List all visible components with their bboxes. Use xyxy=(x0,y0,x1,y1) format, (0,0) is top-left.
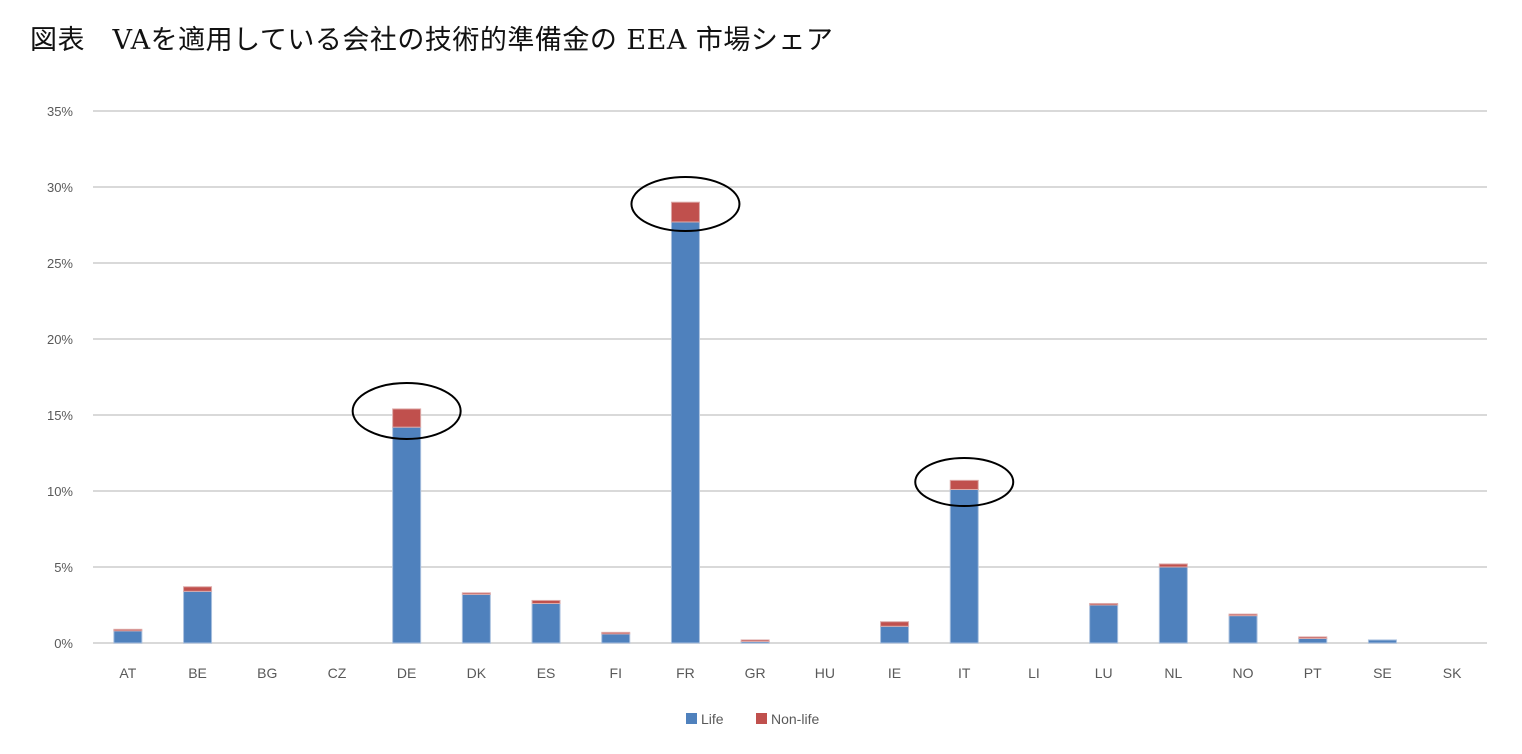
x-category-label: SE xyxy=(1373,665,1392,681)
x-category-label: GR xyxy=(745,665,766,681)
bar-nl-non-life xyxy=(1158,563,1188,568)
y-tick-label: 20% xyxy=(47,332,73,347)
x-category-label: SK xyxy=(1443,665,1462,681)
bar-no-non-life xyxy=(1228,613,1258,617)
y-tick-label: 25% xyxy=(47,256,73,271)
bar-es-life xyxy=(531,602,561,644)
bar-series xyxy=(113,201,1397,644)
bar-ie-life xyxy=(880,625,910,644)
annotation-ellipse-de xyxy=(351,382,462,440)
legend-life-label: Life xyxy=(701,711,724,727)
figure-title: 図表 VAを適用している会社の技術的準備金の EEA 市場シェア xyxy=(30,25,834,56)
x-category-label: IT xyxy=(958,665,971,681)
bar-be-non-life xyxy=(183,586,213,592)
x-category-label: NO xyxy=(1233,665,1254,681)
y-axis-ticks: 0% 5% 10% 15% 20% 25% 30% 35% xyxy=(47,104,73,651)
x-category-label: DK xyxy=(467,665,487,681)
bar-dk-non-life xyxy=(461,592,491,595)
legend-non-life-label: Non-life xyxy=(771,711,819,727)
x-category-label: FR xyxy=(676,665,695,681)
bar-es-non-life xyxy=(531,599,561,604)
legend-life-swatch xyxy=(686,713,697,724)
bar-de-non-life xyxy=(392,408,422,428)
x-category-label: HU xyxy=(815,665,835,681)
bar-dk-life xyxy=(461,593,491,644)
x-category-label: BE xyxy=(188,665,207,681)
bar-at-non-life xyxy=(113,628,143,632)
y-tick-label: 10% xyxy=(47,484,73,499)
y-tick-label: 15% xyxy=(47,408,73,423)
gridlines xyxy=(93,110,1487,644)
bar-fr-non-life xyxy=(670,201,700,223)
bar-fr-life xyxy=(670,221,700,644)
x-category-label: PT xyxy=(1304,665,1322,681)
y-tick-label: 35% xyxy=(47,104,73,119)
annotation-ellipse-it xyxy=(914,457,1015,507)
y-tick-label: 30% xyxy=(47,180,73,195)
x-category-label: DE xyxy=(397,665,416,681)
bar-pt-life xyxy=(1298,637,1328,644)
bar-it-life xyxy=(949,488,979,644)
x-category-label: FI xyxy=(610,665,622,681)
x-category-label: CZ xyxy=(328,665,347,681)
bar-se-life xyxy=(1367,639,1397,644)
bar-at-life xyxy=(113,630,143,644)
bar-fi-non-life xyxy=(601,631,631,635)
bar-lu-non-life xyxy=(1089,602,1119,606)
x-category-label: BG xyxy=(257,665,277,681)
bar-nl-life xyxy=(1158,566,1188,644)
bar-no-life xyxy=(1228,615,1258,644)
legend-non-life-swatch xyxy=(756,713,767,724)
x-axis-categories: AT BE BG CZ DE DK ES FI FR GR HU IE IT LI LU NL NO PT SE SK xyxy=(119,665,1462,681)
bar-pt-non-life xyxy=(1298,636,1328,639)
bar-de-life xyxy=(392,426,422,644)
bar-it-non-life xyxy=(949,479,979,490)
legend: Life Non-life xyxy=(686,711,819,727)
x-category-label: IE xyxy=(888,665,901,681)
bar-be-life xyxy=(183,590,213,644)
x-category-label: LU xyxy=(1095,665,1113,681)
bar-fi-life xyxy=(601,633,631,644)
x-category-label: LI xyxy=(1028,665,1040,681)
x-category-label: ES xyxy=(537,665,556,681)
bar-lu-life xyxy=(1089,604,1119,644)
annotation-ellipses xyxy=(351,176,1015,507)
bar-ie-non-life xyxy=(880,621,910,627)
x-category-label: NL xyxy=(1164,665,1182,681)
y-tick-label: 0% xyxy=(54,636,73,651)
y-tick-label: 5% xyxy=(54,560,73,575)
x-category-label: AT xyxy=(119,665,136,681)
bar-gr-non-life xyxy=(740,639,770,642)
annotation-ellipse-fr xyxy=(630,176,741,232)
